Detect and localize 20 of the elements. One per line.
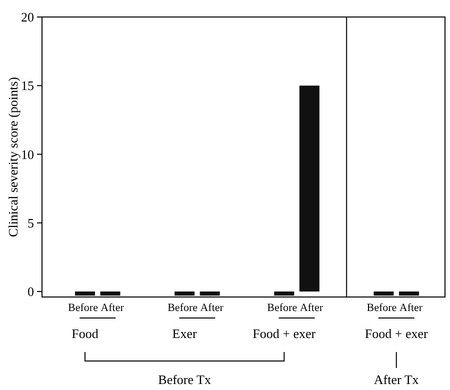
text: Exer: [172, 326, 198, 341]
x-tick-label: After: [399, 302, 423, 314]
y-tick-label: 10: [21, 146, 34, 162]
y-tick-label: 5: [28, 215, 34, 230]
text: Before Tx: [158, 372, 212, 387]
y-tick-label: 15: [21, 78, 34, 94]
y-tick-label: 0: [28, 284, 34, 300]
x-tick-label: After: [300, 302, 324, 314]
x-tick-label: Before: [168, 302, 198, 314]
x-tick-label: After: [200, 302, 224, 314]
text: After Tx: [374, 372, 420, 387]
text: Food + exer: [364, 326, 428, 341]
x-tick-label: Before: [267, 302, 298, 314]
x-tick-label: Before: [68, 302, 98, 314]
text: Food + exer: [252, 326, 316, 341]
x-tick-label: Before: [366, 302, 397, 314]
y-tick-label: 20: [21, 10, 34, 25]
x-tick-label: After: [100, 302, 124, 314]
y-axis-title: Clinical severity score (points): [6, 77, 21, 237]
text: Food: [72, 326, 99, 341]
